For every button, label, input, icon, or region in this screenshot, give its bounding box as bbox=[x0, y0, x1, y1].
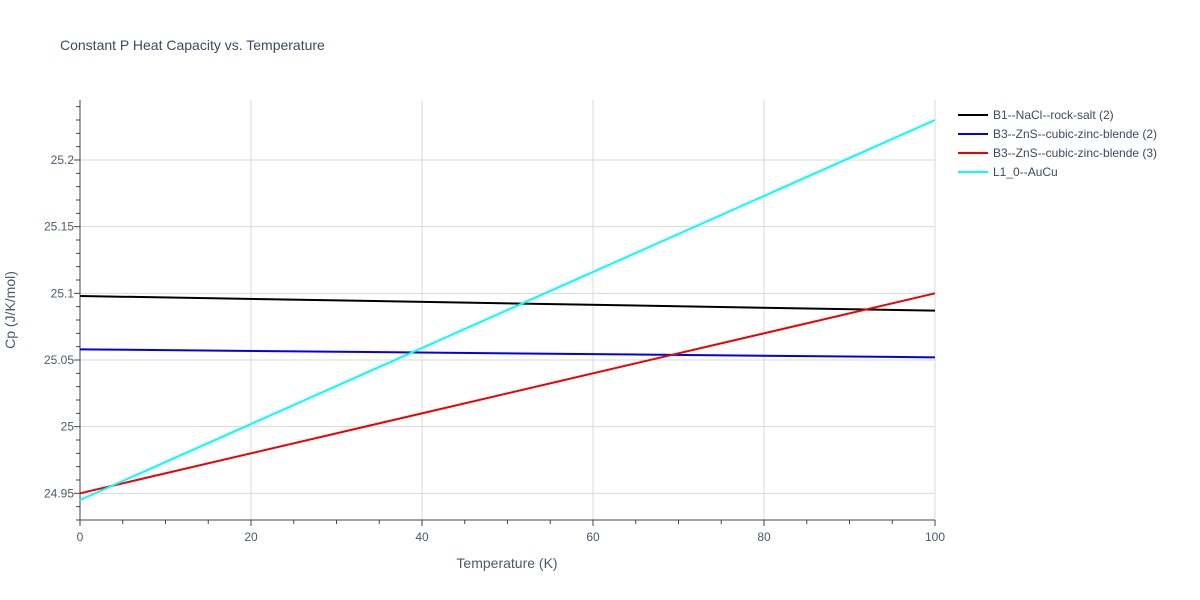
x-axis-title: Temperature (K) bbox=[456, 555, 557, 571]
legend-item-1[interactable]: B3--ZnS--cubic-zinc-blende (2) bbox=[958, 127, 1157, 141]
x-tick-label: 0 bbox=[77, 530, 84, 544]
axes: 0 20 40 60 80 100 24.95 25 25.05 25.1 25.15 25.2 bbox=[44, 100, 945, 544]
plot-area bbox=[79, 119, 936, 501]
y-tick-label: 25.1 bbox=[51, 286, 75, 300]
x-tick-label: 40 bbox=[415, 530, 429, 544]
legend-item-3[interactable]: L1_0--AuCu bbox=[958, 165, 1058, 179]
series-line-2 bbox=[79, 292, 936, 495]
y-tick-label: 24.95 bbox=[44, 486, 74, 500]
y-axis-title: Cp (J/K/mol) bbox=[2, 271, 18, 349]
y-tick-label: 25.05 bbox=[44, 353, 74, 367]
y-tick-label: 25 bbox=[61, 420, 75, 434]
x-tick-label: 100 bbox=[925, 530, 945, 544]
y-tick-label: 25.2 bbox=[51, 153, 75, 167]
y-tick-label: 25.15 bbox=[44, 220, 74, 234]
legend-item-0[interactable]: B1--NaCl--rock-salt (2) bbox=[958, 108, 1114, 122]
legend-label: B1--NaCl--rock-salt (2) bbox=[993, 108, 1114, 122]
legend-label: L1_0--AuCu bbox=[993, 165, 1058, 179]
x-tick-label: 20 bbox=[244, 530, 258, 544]
series-line-3 bbox=[79, 119, 936, 501]
series-line-1 bbox=[79, 348, 936, 359]
series-line-0 bbox=[79, 295, 936, 312]
legend-item-2[interactable]: B3--ZnS--cubic-zinc-blende (3) bbox=[958, 146, 1157, 160]
legend-label: B3--ZnS--cubic-zinc-blende (2) bbox=[993, 127, 1157, 141]
legend-label: B3--ZnS--cubic-zinc-blende (3) bbox=[993, 146, 1157, 160]
chart-title: Constant P Heat Capacity vs. Temperature bbox=[60, 37, 325, 53]
legend[interactable]: B1--NaCl--rock-salt (2) B3--ZnS--cubic-zi… bbox=[958, 108, 1157, 179]
x-tick-label: 60 bbox=[586, 530, 600, 544]
x-tick-label: 80 bbox=[757, 530, 771, 544]
